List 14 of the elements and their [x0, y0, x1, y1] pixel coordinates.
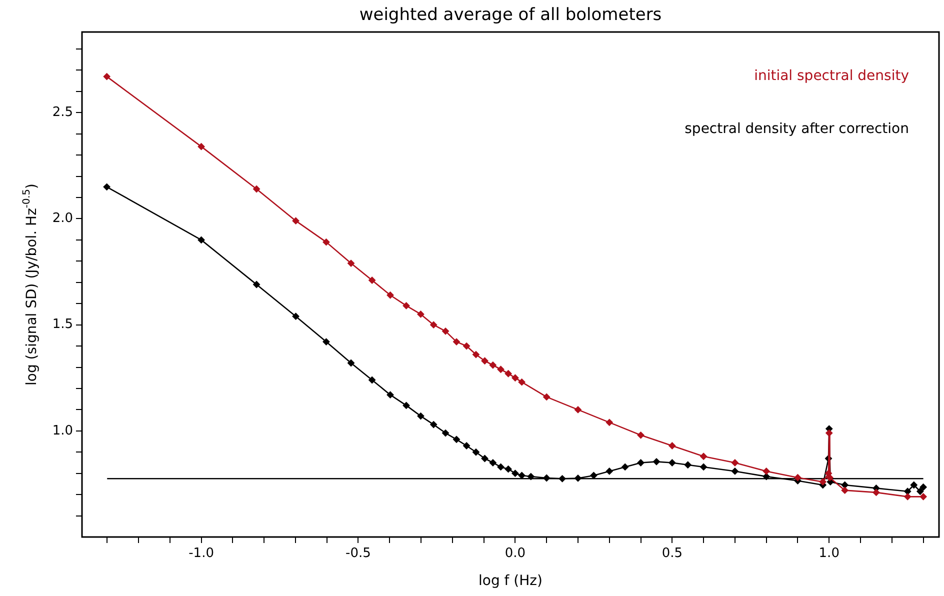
x-axis-title: log f (Hz): [478, 573, 542, 589]
x-tick-label: 0.5: [662, 546, 683, 562]
y-tick-label: 2.5: [52, 105, 73, 120]
x-tick-label: -0.5: [346, 546, 371, 562]
y-tick-label: 2.0: [52, 211, 73, 226]
y-axis-title: log (signal SD) (Jy/bol. Hz-0.5): [22, 184, 40, 386]
y-tick-label: 1.5: [52, 317, 73, 332]
x-tick-label: 0.0: [504, 546, 526, 562]
y-tick-label: 1.0: [52, 423, 73, 438]
x-tick-label: 1.0: [818, 546, 840, 562]
text: spectral density after correction: [684, 121, 909, 137]
chart-title: weighted average of all bolometers: [359, 5, 662, 25]
text: initial spectral density: [754, 68, 909, 84]
x-tick-label: -1.0: [188, 546, 214, 562]
